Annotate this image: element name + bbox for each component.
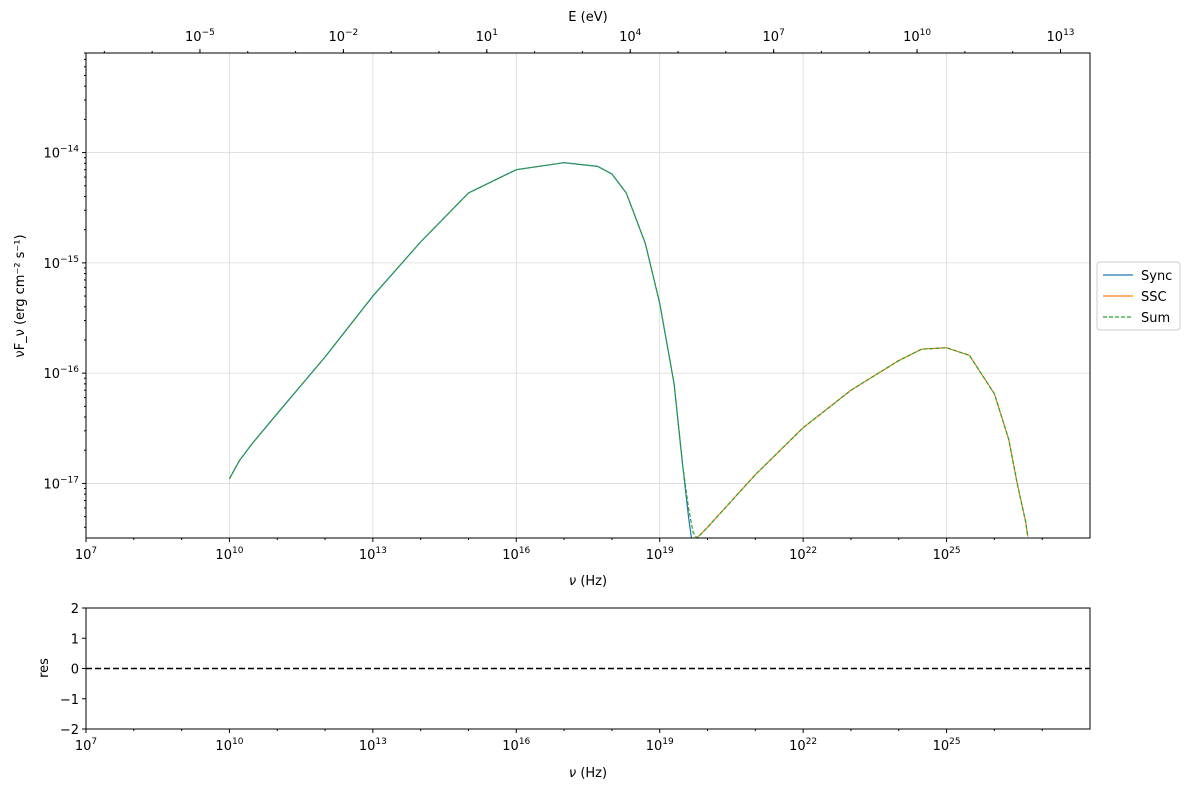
res-x-tick-label: 1022 — [789, 737, 817, 754]
top-tick-label: 1010 — [903, 28, 931, 45]
series-sync-line — [228, 162, 692, 538]
x-tick-label: 1010 — [215, 546, 243, 563]
res-y-tick-label: 1 — [71, 632, 79, 647]
plot-frame — [85, 52, 1091, 539]
legend: Sync SSC Sum — [1096, 261, 1181, 331]
res-x-axis-label: ν (Hz) — [569, 766, 607, 781]
res-x-tick-label: 1025 — [933, 737, 961, 754]
legend-label-ssc: SSC — [1141, 290, 1167, 305]
x-tick-label: 1016 — [502, 546, 530, 563]
x-tick-label: 1013 — [359, 546, 387, 563]
top-tick-label: 10−2 — [328, 28, 358, 45]
legend-box — [1096, 261, 1181, 331]
y-tick-label: 10−16 — [43, 365, 79, 382]
res-y-tick-label: 0 — [71, 663, 79, 678]
residual-frame — [85, 607, 1091, 730]
res-x-tick-label: 1019 — [646, 737, 674, 754]
res-y-axis-label: res — [37, 658, 52, 678]
top-tick-label: 1013 — [1047, 28, 1075, 45]
top-tick-label: 10−5 — [185, 28, 215, 45]
x-tick-label: 1019 — [646, 546, 674, 563]
res-y-tick-label: −2 — [60, 723, 79, 738]
x-axis-label: ν (Hz) — [569, 574, 607, 589]
series-group — [228, 162, 1029, 538]
residual-panel: 107 1010 1013 1016 1019 1022 1025 −2 −1 0 1 2 ν (Hz)… — [37, 602, 1091, 781]
y-axis-label: νF_ν (erg cm⁻² s⁻¹) — [13, 234, 28, 357]
top-tick-label: 104 — [619, 28, 642, 45]
res-y-tick-label: 2 — [71, 602, 79, 617]
y-tick-label: 10−17 — [43, 475, 79, 492]
res-x-tick-label: 1016 — [502, 737, 530, 754]
sed-main-panel: 107 1010 1013 1016 1019 1022 1025 10−5 10−2 101 10… — [13, 10, 1091, 589]
res-y-tick-label: −1 — [60, 693, 79, 708]
top-tick-label: 101 — [476, 28, 498, 45]
series-sum-line — [228, 162, 1029, 538]
x-tick-label: 107 — [75, 546, 97, 563]
top-tick-label: 107 — [763, 28, 785, 45]
legend-label-sync: Sync — [1141, 269, 1172, 284]
res-x-tick-label: 1013 — [359, 737, 387, 754]
x-tick-label: 1025 — [933, 546, 961, 563]
series-ssc-line — [696, 347, 1029, 538]
y-tick-label: 10−15 — [43, 255, 79, 272]
res-x-tick-label: 107 — [75, 737, 97, 754]
res-x-tick-label: 1010 — [215, 737, 243, 754]
x-tick-label: 1022 — [789, 546, 817, 563]
y-tick-label: 10−14 — [43, 145, 79, 162]
legend-label-sum: Sum — [1141, 311, 1170, 326]
top-axis-label: E (eV) — [568, 10, 607, 25]
